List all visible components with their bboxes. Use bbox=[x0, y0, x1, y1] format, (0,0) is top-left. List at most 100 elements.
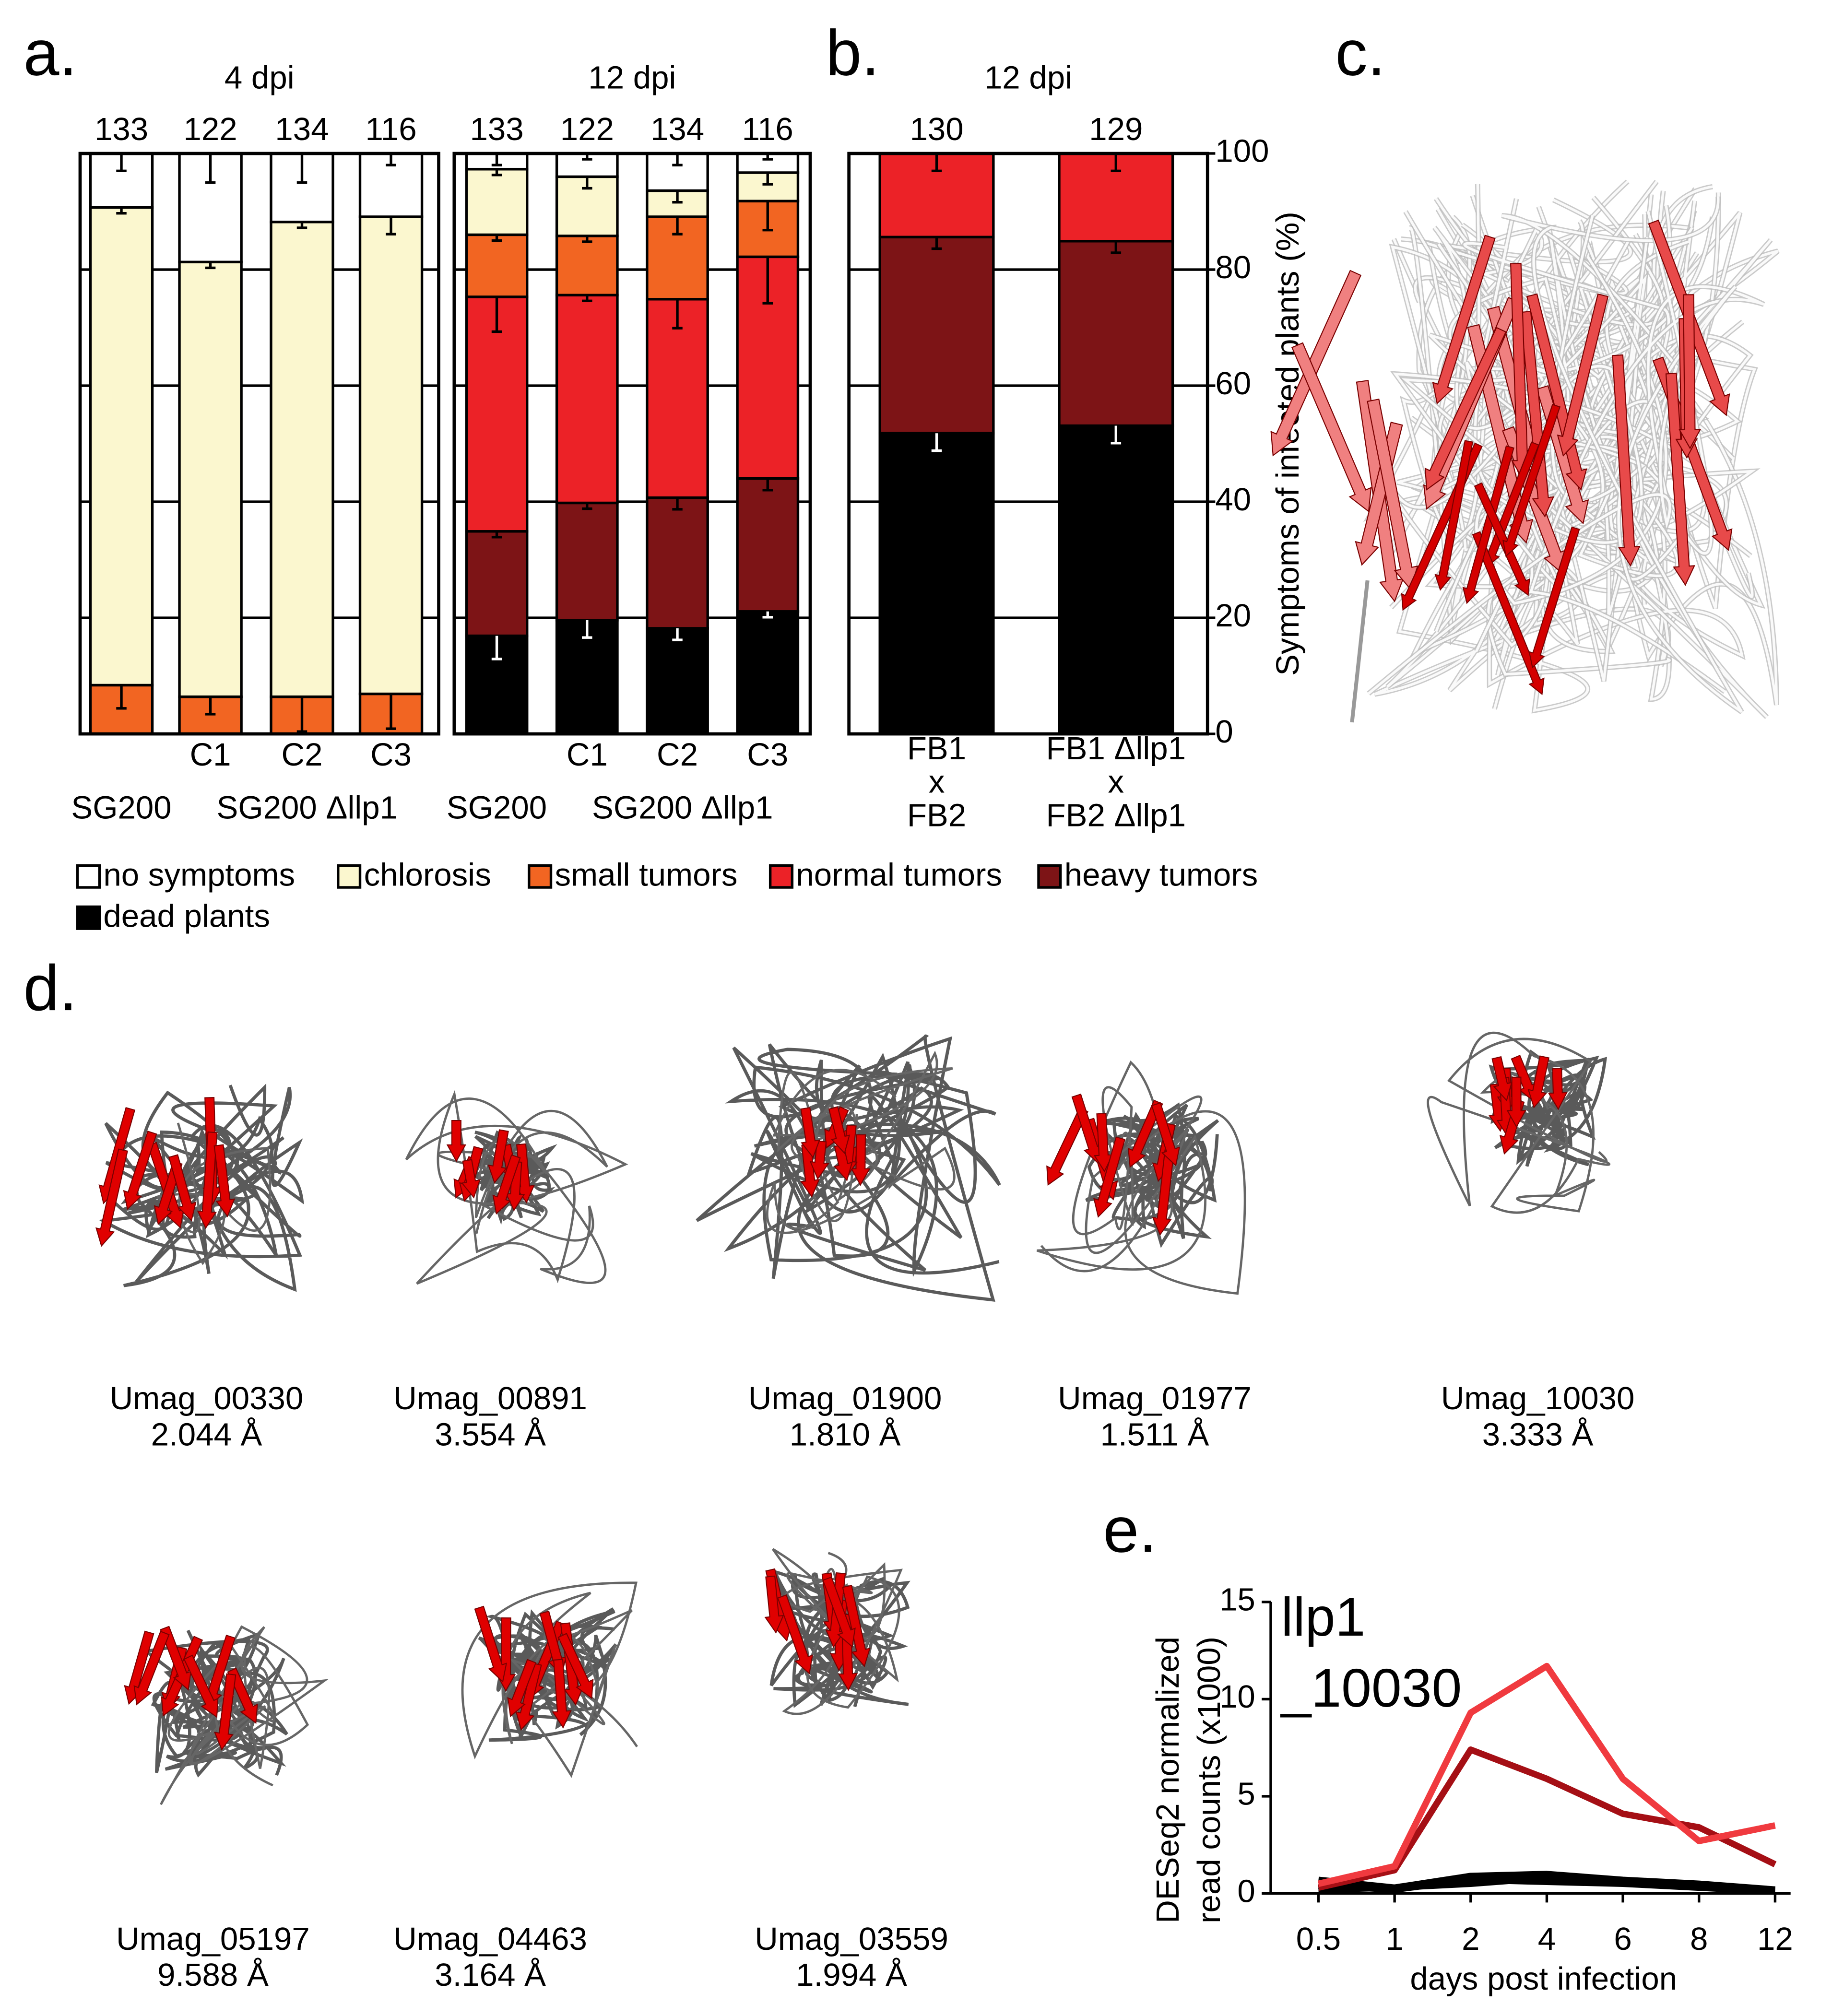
x-tick-label: C2 bbox=[282, 737, 323, 773]
beta-strand bbox=[446, 1120, 467, 1163]
x-tick-label: 6 bbox=[1614, 1921, 1631, 1957]
y-tick-label: 0 bbox=[1237, 1873, 1255, 1909]
ribbon-core bbox=[1529, 211, 1765, 693]
error-bar bbox=[296, 222, 307, 229]
error-bar bbox=[672, 153, 683, 166]
bar-segment bbox=[646, 496, 709, 630]
loop bbox=[1427, 1031, 1610, 1214]
legend-swatch bbox=[76, 905, 101, 930]
x-tick-label: x bbox=[929, 764, 945, 800]
beta-strand bbox=[474, 1605, 508, 1683]
x-tick-label: 4 bbox=[1538, 1921, 1556, 1957]
beta-strand bbox=[183, 1654, 219, 1718]
bar-count: 130 bbox=[910, 111, 963, 147]
x-tick-label: C1 bbox=[190, 737, 231, 773]
beta-strand bbox=[213, 1144, 236, 1217]
structure-name: Umag_03559 bbox=[755, 1921, 948, 1957]
error-bar bbox=[296, 153, 307, 184]
bar-segment bbox=[465, 295, 529, 533]
chart-title: 12 dpi bbox=[984, 59, 1072, 95]
bar-segment bbox=[878, 432, 995, 735]
error-bar bbox=[491, 153, 502, 166]
beta-strand bbox=[1520, 311, 1555, 518]
y-tick-label: 100 bbox=[1215, 133, 1269, 169]
legend-swatch bbox=[76, 864, 101, 889]
error-bar bbox=[116, 685, 127, 710]
panel-label: c. bbox=[1335, 17, 1385, 89]
beta-strand bbox=[1506, 1076, 1526, 1128]
coil bbox=[142, 1629, 288, 1778]
y-tick-label: 15 bbox=[1219, 1582, 1255, 1618]
line-series bbox=[1317, 1662, 1776, 1887]
beta-strand bbox=[515, 1662, 542, 1731]
y-tick-label: 60 bbox=[1215, 365, 1251, 401]
loop bbox=[160, 1625, 329, 1805]
bar-chart: 12 dpi 133 122 C1 134 C2 116 C3 SG200 SG200 Δllp1 bbox=[447, 59, 812, 825]
beta-strand bbox=[777, 1594, 813, 1675]
structure-name: Umag_01977 bbox=[1058, 1380, 1252, 1416]
beta-strand bbox=[505, 1161, 525, 1212]
chart-title: 12 dpi bbox=[588, 59, 676, 95]
error-bar bbox=[205, 262, 216, 270]
beta-strand bbox=[800, 1107, 820, 1159]
error-bar bbox=[672, 628, 683, 641]
error-bar bbox=[491, 235, 502, 242]
structure-name: Umag_05197 bbox=[116, 1921, 310, 1957]
structure-name: Umag_00891 bbox=[393, 1380, 587, 1416]
error-bar bbox=[582, 236, 592, 243]
y-tick-label: 0 bbox=[1215, 714, 1233, 750]
bar-segment bbox=[358, 215, 424, 696]
x-tick-label: C3 bbox=[370, 737, 412, 773]
beta-strand bbox=[1093, 1136, 1126, 1218]
bar-segment bbox=[178, 260, 243, 698]
bar-segment bbox=[555, 235, 619, 296]
beta-strand bbox=[1678, 294, 1702, 449]
protein-structure bbox=[764, 1548, 910, 1715]
beta-strand bbox=[95, 1148, 128, 1247]
group-label: SG200 Δllp1 bbox=[217, 790, 398, 825]
loop bbox=[461, 1581, 638, 1778]
loop bbox=[156, 1122, 272, 1265]
beta-strand bbox=[1502, 403, 1561, 557]
bar-count: 133 bbox=[470, 111, 523, 147]
beta-strand bbox=[1424, 327, 1507, 491]
error-bar bbox=[1111, 153, 1122, 172]
beta-strand bbox=[557, 1633, 594, 1699]
error-bar bbox=[491, 636, 502, 660]
y-axis-label: read counts (x1000) bbox=[1191, 1637, 1227, 1923]
legend-label: chlorosis bbox=[364, 857, 491, 893]
beta-strand bbox=[1291, 342, 1372, 513]
line-series bbox=[1318, 1871, 1775, 1893]
loop bbox=[766, 1050, 956, 1234]
error-bar bbox=[582, 177, 592, 190]
bar-segment bbox=[646, 627, 709, 735]
error-bar bbox=[672, 190, 683, 204]
ribbon-core bbox=[1366, 215, 1659, 652]
ribbon-core bbox=[1393, 215, 1703, 586]
bar-segment bbox=[878, 236, 995, 435]
bar-segment bbox=[465, 233, 529, 298]
error-bar bbox=[762, 172, 773, 186]
error-bar bbox=[491, 169, 502, 177]
ribbon-core bbox=[1435, 255, 1667, 632]
group-label: SG200 bbox=[71, 790, 171, 825]
bar-chart: 4 dpi 133 122 C1 134 C2 116 C3 SG200 SG200 Δllp1 bbox=[71, 59, 440, 825]
protein-structure bbox=[461, 1581, 638, 1778]
beta-strand bbox=[1472, 531, 1545, 696]
error-bar bbox=[386, 216, 396, 236]
error-bar bbox=[762, 611, 773, 619]
y-axis-label: DESeq2 normalized bbox=[1150, 1637, 1186, 1923]
loop bbox=[405, 1090, 628, 1285]
beta-strand bbox=[552, 1659, 572, 1729]
bar-count: 116 bbox=[742, 111, 793, 147]
error-bar bbox=[582, 295, 592, 303]
beta-strand bbox=[851, 1134, 871, 1186]
structure-rmsd: 1.511 Å bbox=[1100, 1416, 1209, 1452]
x-tick-label: 8 bbox=[1690, 1921, 1708, 1957]
error-bar bbox=[1111, 241, 1122, 254]
panel-label: b. bbox=[826, 17, 879, 89]
structure-rmsd: 2.044 Å bbox=[151, 1416, 262, 1452]
